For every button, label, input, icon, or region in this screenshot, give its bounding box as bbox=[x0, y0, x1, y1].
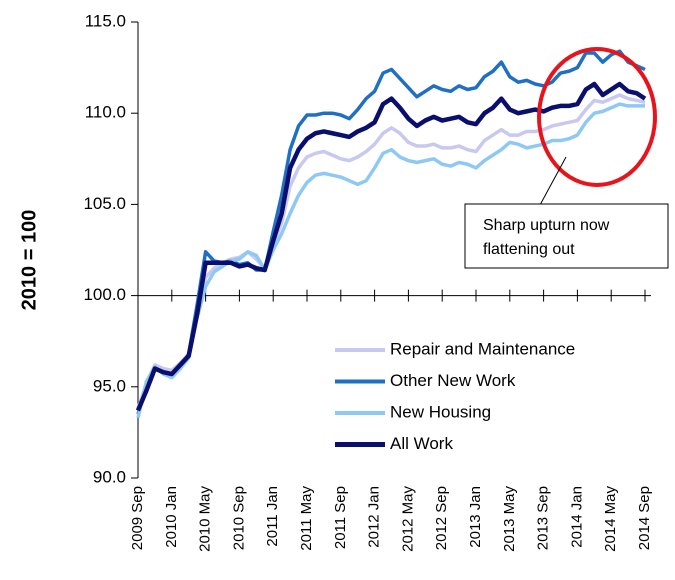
x-tick-label: 2014 Sep bbox=[636, 486, 653, 550]
legend-label: New Housing bbox=[390, 402, 491, 421]
x-tick-label: 2012 Jan bbox=[366, 486, 383, 548]
y-axis-label: 2010 = 100 bbox=[18, 210, 40, 311]
x-tick-label: 2011 May bbox=[298, 486, 315, 551]
legend-label: All Work bbox=[390, 434, 453, 453]
y-tick-label: 105.0 bbox=[83, 194, 126, 213]
x-tick-label: 2014 Jan bbox=[568, 486, 585, 548]
x-tick-label: 2012 May bbox=[399, 486, 416, 552]
x-tick-label: 2010 May bbox=[197, 486, 214, 552]
series-line bbox=[136, 102, 645, 419]
y-tick-label: 95.0 bbox=[93, 376, 126, 395]
x-tick-label: 2010 Jan bbox=[163, 486, 180, 548]
x-tick-label: 2011 Sep bbox=[332, 486, 349, 549]
x-tick-label: 2011 Jan bbox=[264, 486, 281, 547]
annotation-box bbox=[464, 203, 669, 269]
x-tick-label: 2013 May bbox=[501, 486, 518, 552]
annotation-text: Sharp upturn now bbox=[483, 217, 610, 234]
legend-label: Other New Work bbox=[390, 371, 516, 390]
y-tick-label: 90.0 bbox=[93, 467, 126, 486]
legend-label: Repair and Maintenance bbox=[390, 339, 575, 358]
highlight-circle bbox=[537, 47, 657, 187]
x-tick-label: 2012 Sep bbox=[433, 486, 450, 550]
series-line bbox=[135, 81, 647, 412]
y-tick-label: 100.0 bbox=[83, 285, 126, 304]
y-tick-label: 110.0 bbox=[85, 103, 126, 122]
x-tick-label: 2013 Sep bbox=[535, 486, 552, 550]
annotation-pointer bbox=[539, 156, 567, 206]
x-tick-label: 2014 May bbox=[602, 486, 619, 552]
y-tick-label: 115.0 bbox=[85, 11, 126, 30]
x-tick-label: 2010 Sep bbox=[230, 486, 247, 550]
annotation-text: flattening out bbox=[483, 241, 575, 258]
x-tick-label: 2013 Jan bbox=[467, 486, 484, 548]
x-tick-label: 2009 Sep bbox=[129, 486, 146, 550]
